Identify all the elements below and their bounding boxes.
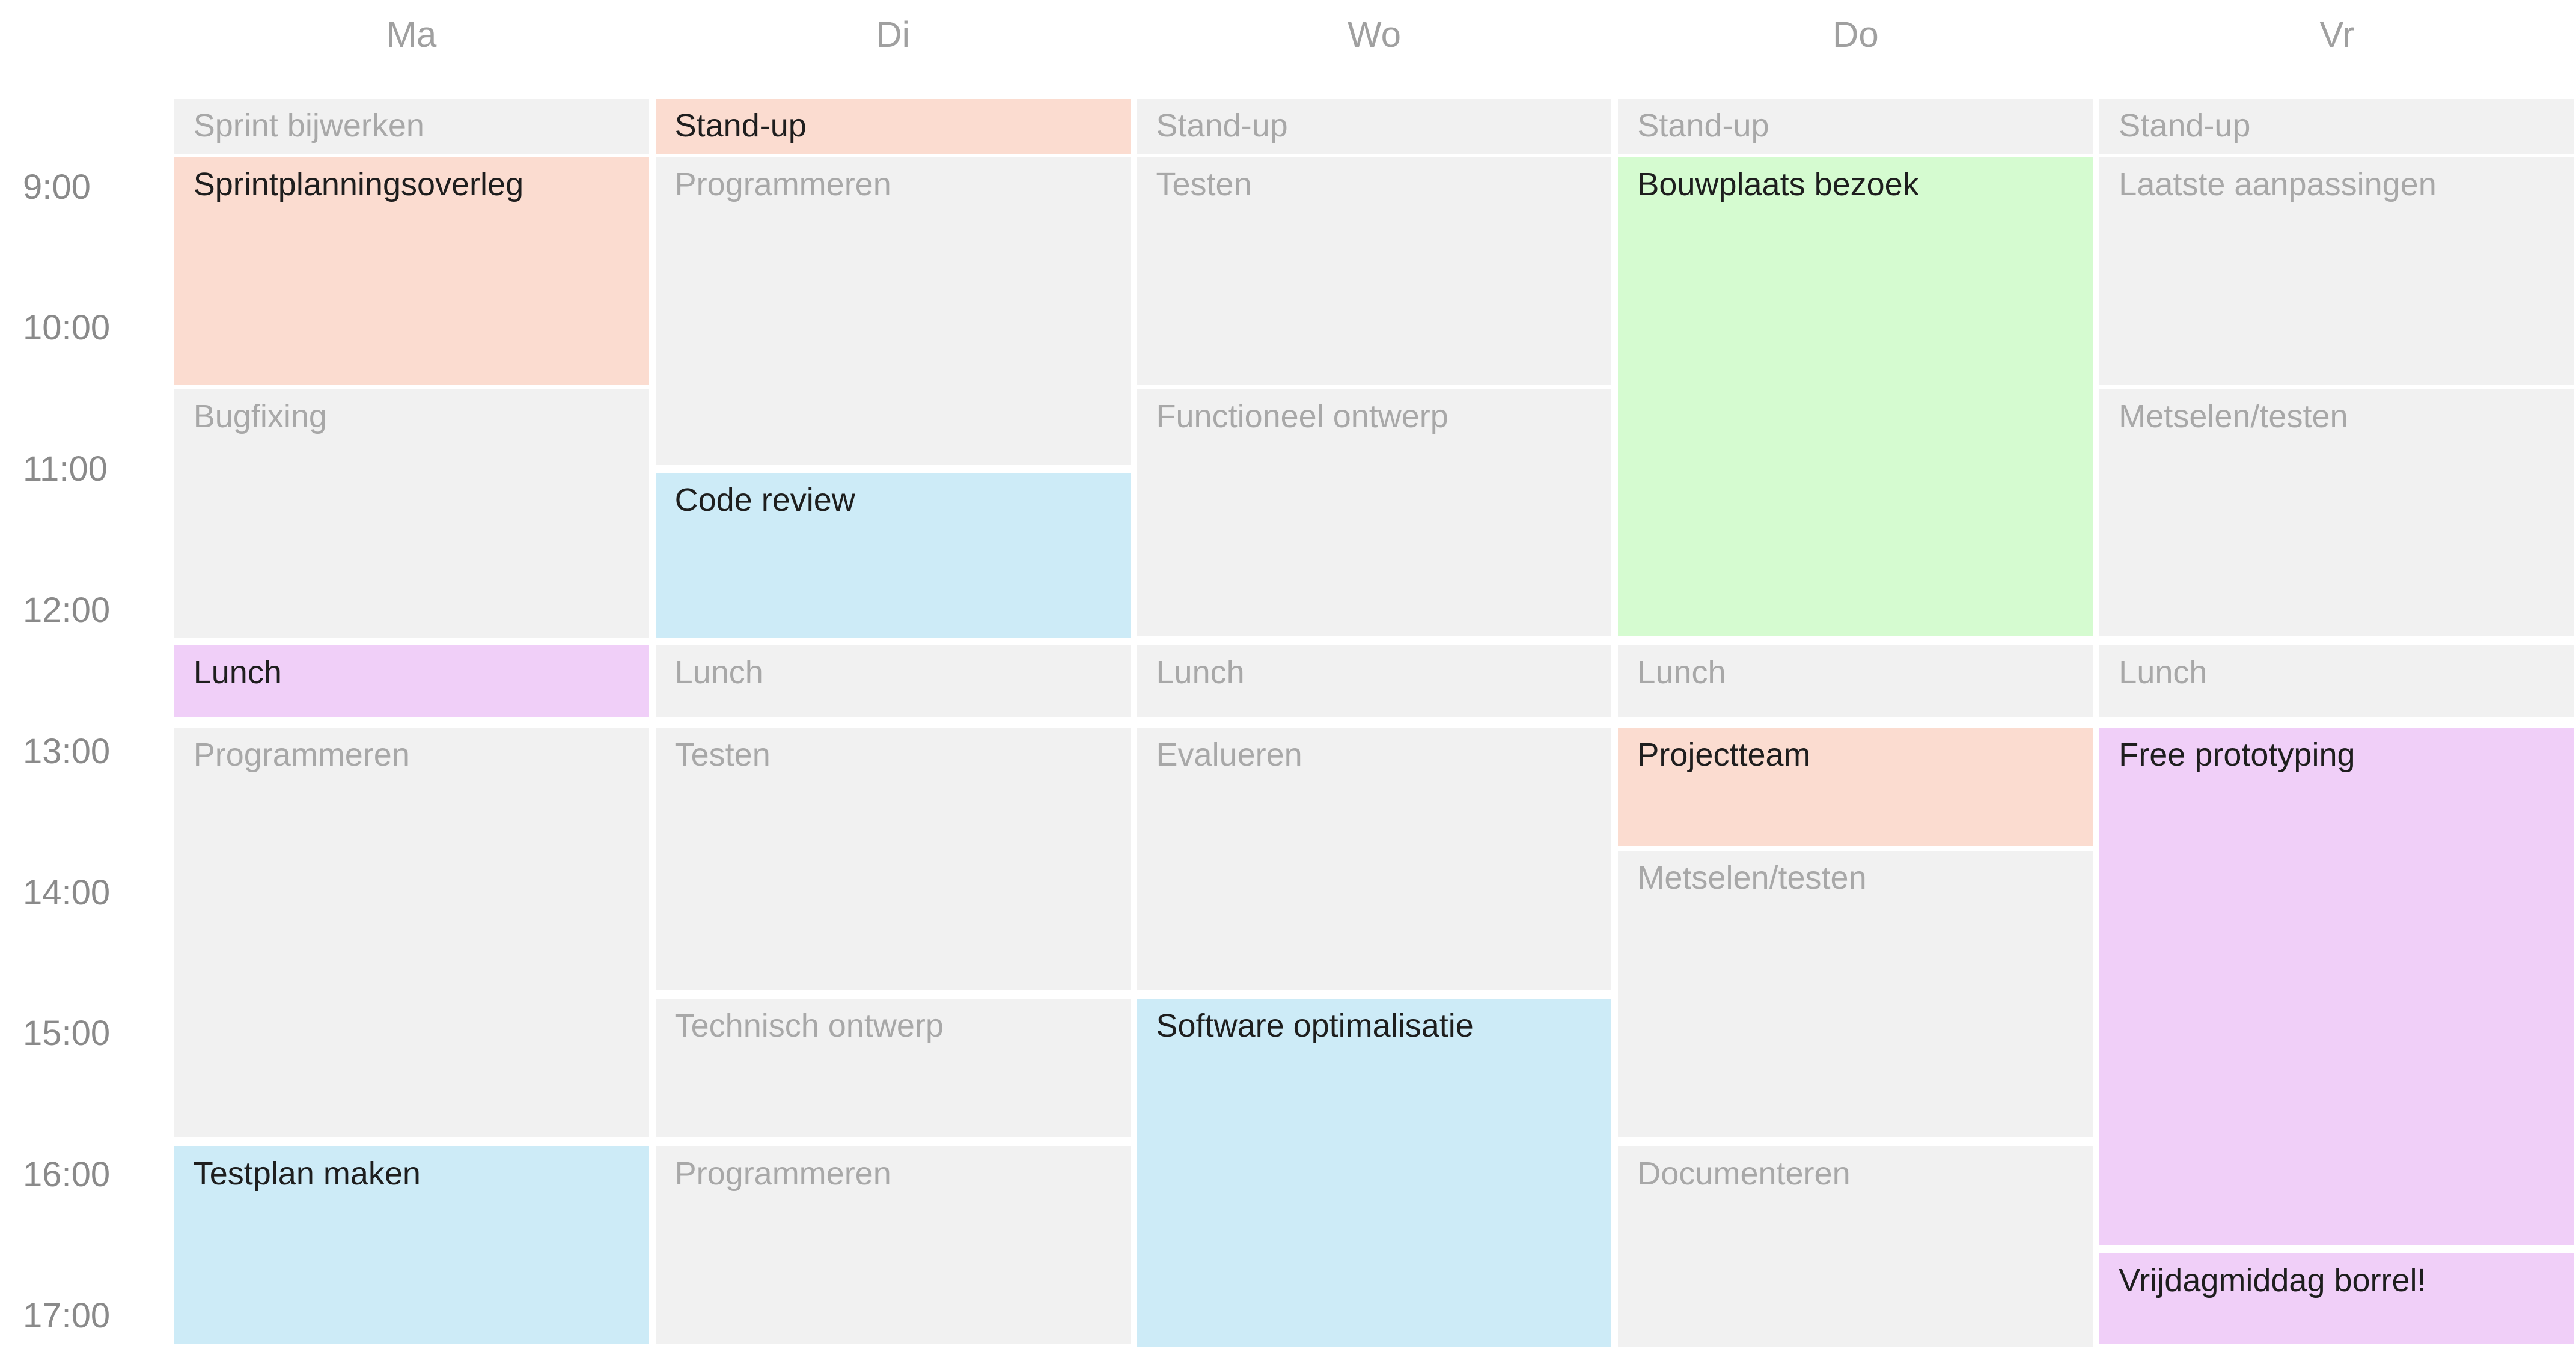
- calendar-event[interactable]: Stand-up: [2099, 99, 2575, 154]
- calendar-event[interactable]: Documenteren: [1618, 1146, 2093, 1347]
- day-header: Wo: [1348, 14, 1401, 55]
- calendar-event[interactable]: Sprintplanningsoverleg: [174, 157, 649, 385]
- day-header: Vr: [2319, 14, 2355, 55]
- time-label: 10:00: [23, 308, 111, 348]
- calendar-event[interactable]: Stand-up: [655, 99, 1131, 154]
- time-label: 9:00: [23, 167, 91, 207]
- calendar-event[interactable]: Projectteam: [1618, 727, 2093, 846]
- calendar-event[interactable]: Lunch: [1618, 645, 2093, 718]
- calendar-event[interactable]: Testplan maken: [174, 1146, 649, 1344]
- calendar-event[interactable]: Functioneel ontwerp: [1137, 389, 1612, 636]
- calendar-event[interactable]: Vrijdagmiddag borrel!: [2099, 1253, 2575, 1344]
- calendar-event[interactable]: Technisch ontwerp: [655, 998, 1131, 1137]
- calendar-event[interactable]: Metselen/testen: [1618, 850, 2093, 1137]
- calendar-event[interactable]: Lunch: [655, 645, 1131, 718]
- calendar-event[interactable]: Lunch: [1137, 645, 1612, 718]
- day-header: Ma: [386, 14, 437, 55]
- time-label: 12:00: [23, 591, 111, 630]
- day-header: Di: [876, 14, 910, 55]
- time-label: 11:00: [23, 449, 108, 489]
- time-label: 13:00: [23, 731, 111, 771]
- calendar-event[interactable]: Laatste aanpassingen: [2099, 157, 2575, 385]
- calendar-event[interactable]: Free prototyping: [2099, 727, 2575, 1245]
- calendar-event[interactable]: Software optimalisatie: [1137, 998, 1612, 1347]
- time-label: 15:00: [23, 1014, 111, 1053]
- calendar-event[interactable]: Programmeren: [655, 1146, 1131, 1344]
- calendar-event[interactable]: Programmeren: [174, 727, 649, 1137]
- calendar-event[interactable]: Sprint bijwerken: [174, 99, 649, 154]
- calendar-event[interactable]: Lunch: [2099, 645, 2575, 718]
- calendar-event[interactable]: Code review: [655, 473, 1131, 638]
- calendar-event[interactable]: Bouwplaats bezoek: [1618, 157, 2093, 636]
- calendar-event[interactable]: Testen: [655, 727, 1131, 991]
- time-label: 16:00: [23, 1155, 111, 1195]
- time-label: 17:00: [23, 1296, 111, 1335]
- day-header: Do: [1833, 14, 1879, 55]
- calendar-event[interactable]: Stand-up: [1137, 99, 1612, 154]
- calendar-event[interactable]: Metselen/testen: [2099, 389, 2575, 636]
- time-label: 14:00: [23, 872, 111, 912]
- calendar-event[interactable]: Programmeren: [655, 157, 1131, 465]
- calendar-event[interactable]: Lunch: [174, 645, 649, 718]
- calendar-event[interactable]: Testen: [1137, 157, 1612, 385]
- calendar-event[interactable]: Bugfixing: [174, 389, 649, 638]
- calendar-event[interactable]: Stand-up: [1618, 99, 2093, 154]
- calendar-event[interactable]: Evalueren: [1137, 727, 1612, 991]
